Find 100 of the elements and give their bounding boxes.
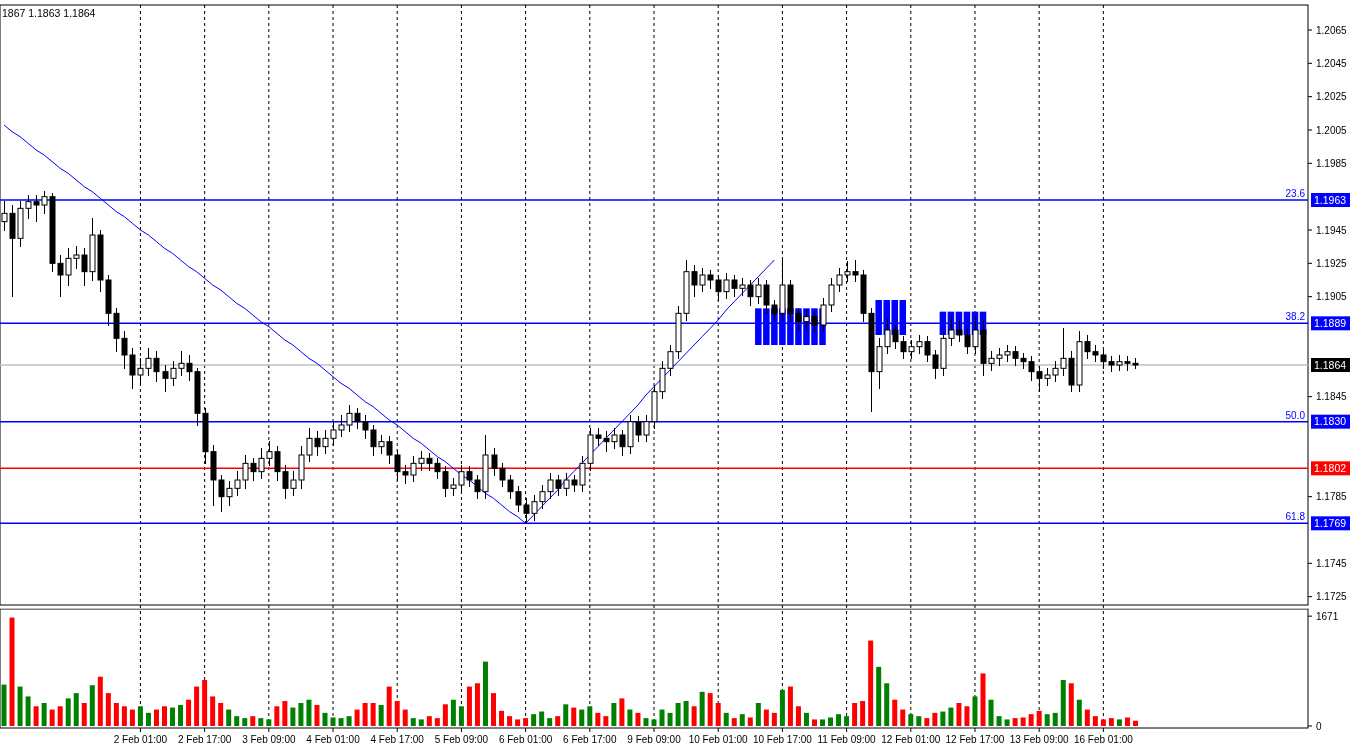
bar (105, 693, 111, 726)
bar (73, 693, 79, 726)
bar (611, 702, 617, 726)
x-tick-label: 2 Feb 01:00 (113, 734, 168, 745)
x-tick-label: 5 Feb 09:00 (434, 734, 489, 745)
y-tick-label: 1.1925 (1316, 257, 1348, 269)
bar (739, 714, 745, 726)
bar (466, 686, 472, 726)
ref-line-label: 1.1830 (1314, 415, 1347, 428)
bar (137, 706, 143, 726)
bar (266, 719, 272, 726)
bar (635, 712, 641, 726)
bar (250, 716, 256, 726)
bar (828, 717, 834, 726)
bar (900, 709, 906, 726)
bar (972, 696, 978, 726)
bar (547, 718, 553, 726)
y-tick-label: 1.1845 (1316, 391, 1348, 403)
bar (33, 706, 39, 726)
y-tick-label: 1.1945 (1316, 224, 1348, 236)
bar (932, 712, 938, 726)
y-tick-label: 1.2005 (1316, 124, 1348, 136)
bar (667, 712, 673, 726)
bar (1076, 699, 1082, 726)
bar (234, 716, 240, 726)
y-tick-label: 1.1985 (1316, 157, 1348, 169)
bar (1100, 719, 1106, 726)
bar (699, 691, 705, 726)
bar (338, 718, 344, 726)
bar (1020, 717, 1026, 726)
bar (940, 711, 946, 726)
bar (795, 706, 801, 726)
bar (9, 617, 15, 726)
bar (258, 718, 264, 726)
bar (89, 685, 95, 726)
bar (378, 704, 384, 726)
bar (507, 716, 513, 726)
ref-line-label: 1.1963 (1314, 193, 1347, 206)
bar (643, 718, 649, 726)
bar (1124, 717, 1130, 726)
bar (755, 702, 761, 726)
bar (779, 689, 785, 726)
bar (1108, 718, 1114, 726)
ref-line-label: 1.1769 (1314, 517, 1347, 530)
bar (723, 712, 729, 726)
ref-line-label: 1.1889 (1314, 317, 1347, 330)
bar (563, 704, 569, 726)
x-tick-label: 13 Feb 09:00 (1009, 734, 1070, 745)
bar (41, 702, 47, 726)
bar (65, 698, 71, 726)
y-tick-label: 1.2025 (1316, 91, 1348, 103)
bar (811, 719, 817, 726)
bar (330, 717, 336, 726)
bar (1116, 719, 1122, 726)
bar (868, 640, 874, 726)
bar (908, 714, 914, 726)
bar (659, 709, 665, 726)
bar (458, 706, 464, 726)
y-tick-label: 1.1745 (1316, 557, 1348, 569)
bar (194, 686, 200, 726)
x-tick-label: 2 Feb 17:00 (177, 734, 232, 745)
x-tick-label: 10 Feb 01:00 (688, 734, 749, 745)
x-tick-label: 16 Feb 01:00 (1073, 734, 1134, 745)
x-tick-label: 4 Feb 01:00 (306, 734, 361, 745)
bar (1068, 683, 1074, 726)
bar (418, 719, 424, 726)
bar (763, 709, 769, 726)
bar (314, 704, 320, 726)
bar (210, 696, 216, 726)
bar (1044, 714, 1050, 726)
x-tick-label: 9 Feb 09:00 (627, 734, 682, 745)
bar (531, 714, 537, 726)
bar (579, 709, 585, 726)
bar (482, 661, 488, 726)
annotation: 61.8 (1285, 511, 1306, 523)
bar (162, 706, 167, 726)
bar (386, 686, 392, 726)
bar (555, 716, 561, 726)
bar (97, 676, 103, 726)
bar (218, 702, 224, 726)
bar (346, 716, 352, 726)
bar (121, 706, 127, 726)
bar (956, 702, 962, 726)
bar (290, 707, 296, 726)
bar (491, 693, 497, 726)
bar (226, 709, 232, 726)
bar (402, 709, 408, 726)
bar (145, 712, 151, 726)
x-tick-label: 11 Feb 09:00 (817, 734, 877, 745)
bar (17, 686, 23, 726)
bar (603, 716, 609, 726)
bar (515, 719, 521, 726)
bar (803, 712, 809, 726)
x-tick-label: 3 Feb 09:00 (242, 734, 296, 745)
x-tick-label: 12 Feb 01:00 (881, 734, 941, 745)
x-tick-label: 12 Feb 17:00 (945, 734, 1005, 745)
bar (691, 706, 697, 726)
bar (274, 706, 280, 726)
bar (924, 718, 930, 726)
bar (747, 717, 753, 726)
